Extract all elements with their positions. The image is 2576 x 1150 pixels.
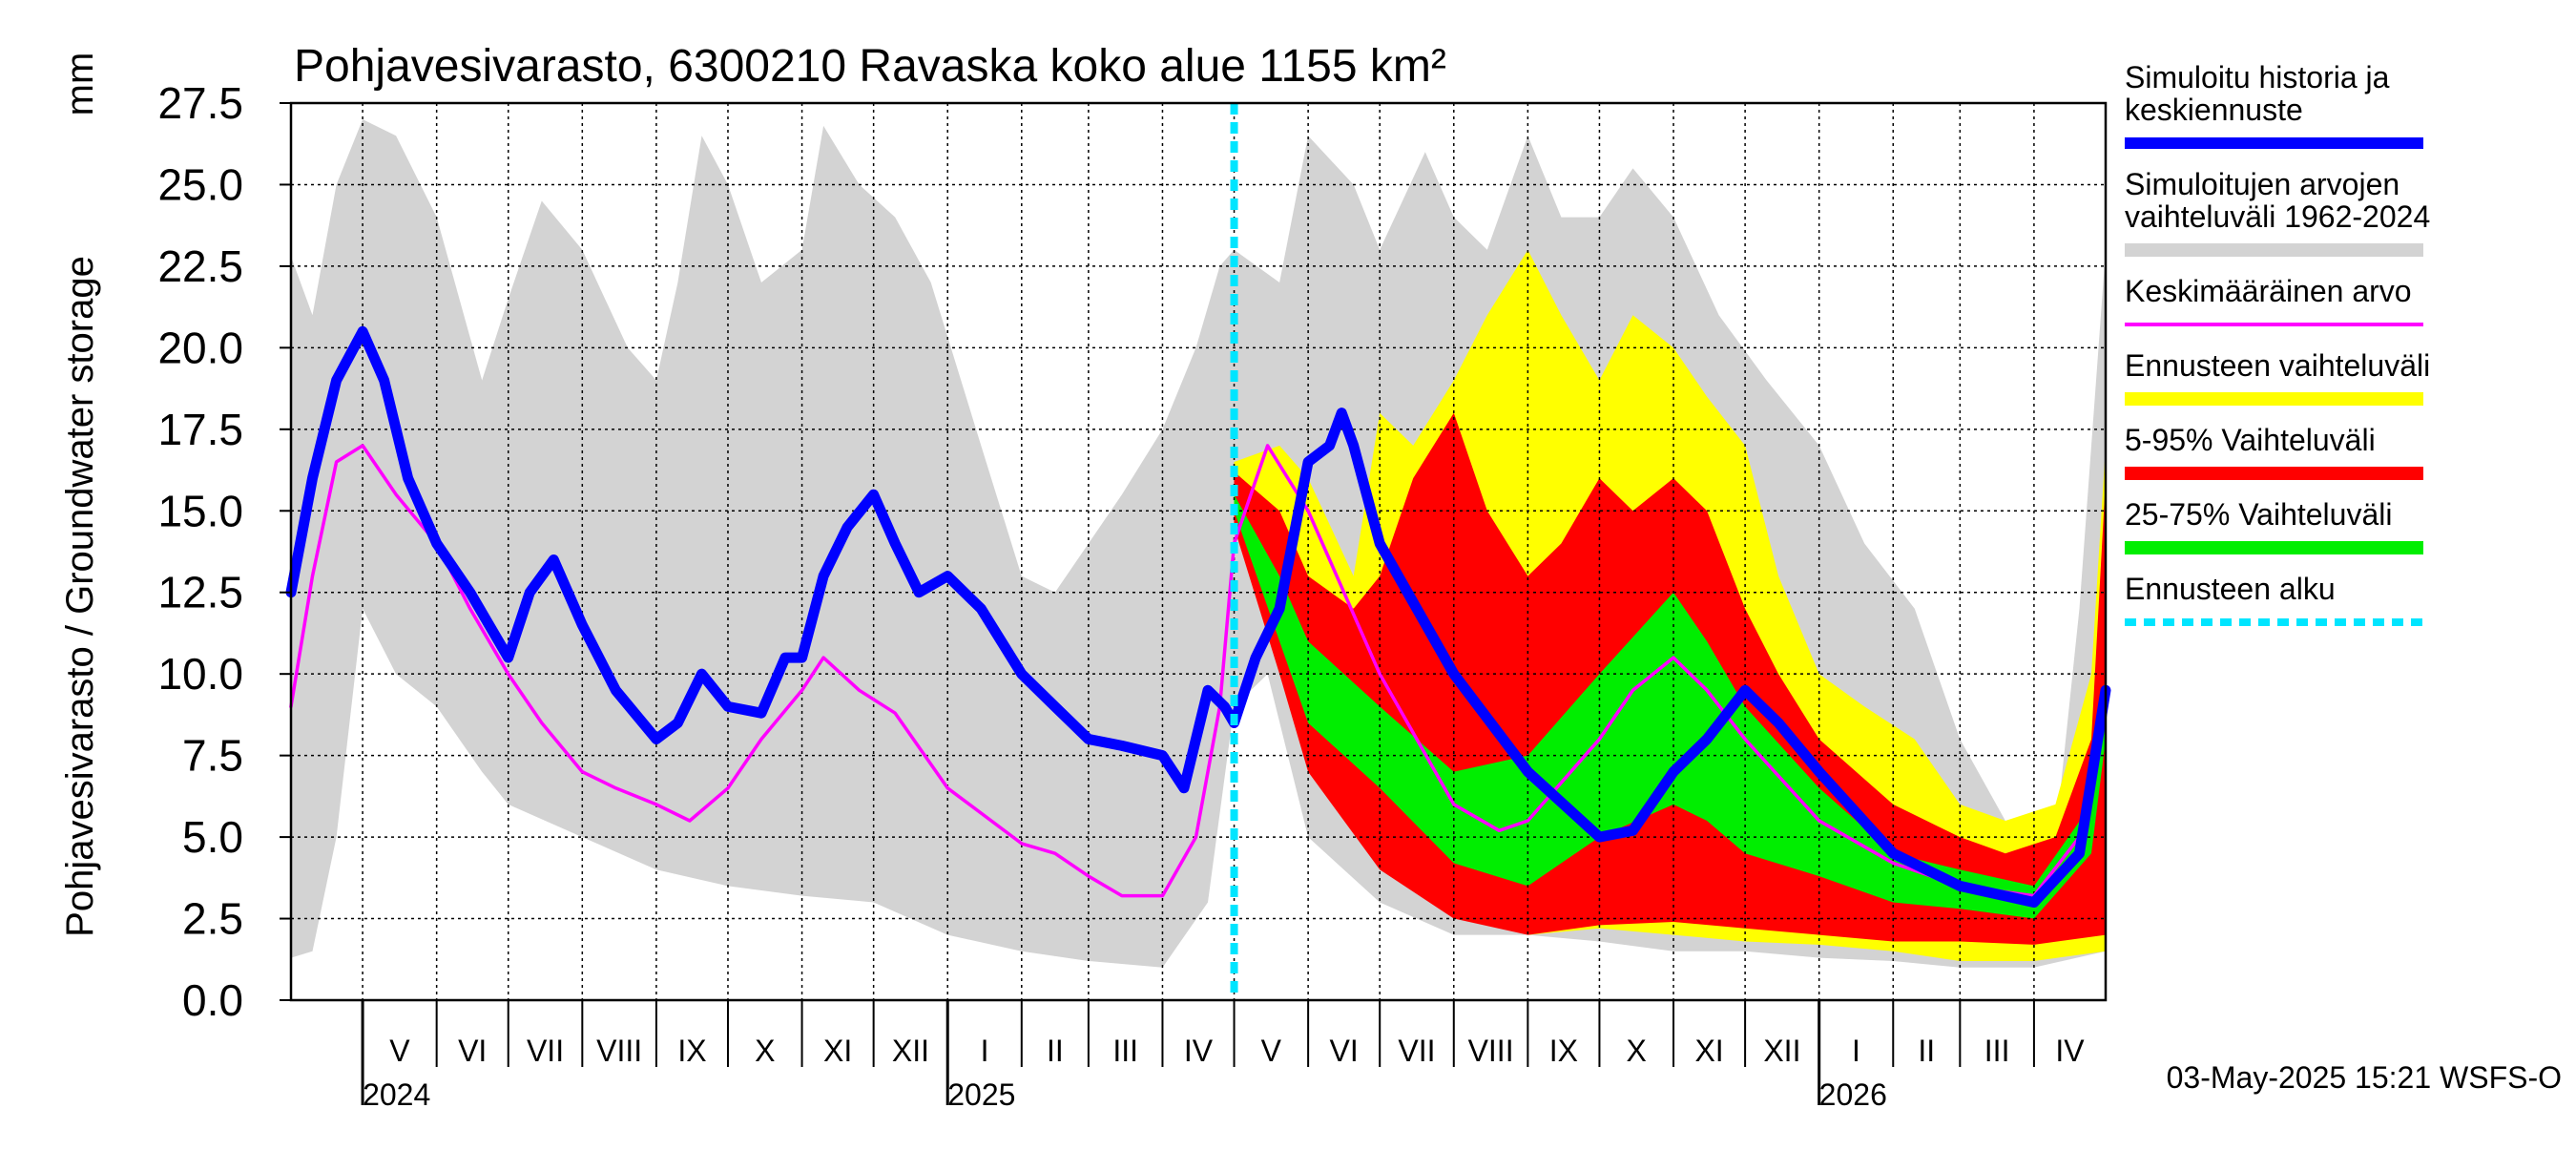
x-month-label: VII [1398,1034,1435,1068]
bands-layer [291,119,2106,968]
legend-label: 25-75% Vaihteluväli [2125,497,2392,532]
y-tick-label: 10.0 [157,649,243,699]
x-year-label: 2024 [363,1077,430,1112]
x-month-label: IV [2055,1034,2085,1068]
y-tick-label: 25.0 [157,159,243,209]
x-month-label: II [1918,1034,1935,1068]
x-month-label: VI [1330,1034,1359,1068]
line-keskim-r-inen-arvo [289,444,2108,898]
x-year-label: 2025 [947,1077,1015,1112]
y-tick-label: 20.0 [157,323,243,372]
y-tick-label: 5.0 [182,812,243,862]
legend-label: Ennusteen vaihteluväli [2125,348,2430,383]
lines-layer [285,103,2111,1000]
y-tick-label: 2.5 [182,894,243,944]
y-axis-label: Pohjavesivarasto / Groundwater storage [59,256,101,937]
plot-frame [289,101,2108,1002]
x-month-label: VII [527,1034,564,1068]
y-tick-label: 12.5 [157,568,243,617]
x-month-label: V [389,1034,410,1068]
x-month-label: X [755,1034,775,1068]
y-tick-label: 7.5 [182,731,243,781]
legend-label: keskiennuste [2125,93,2303,127]
footer-timestamp: 03-May-2025 15:21 WSFS-O [2167,1060,2562,1095]
y-tick-label: 0.0 [182,975,243,1025]
legend-label: 5-95% Vaihteluväli [2125,423,2376,457]
x-month-label: XI [1694,1034,1723,1068]
y-tick-label: 17.5 [157,405,243,454]
x-month-label: IV [1184,1034,1214,1068]
y-tick-label: 27.5 [157,78,243,128]
x-month-label: XII [1763,1034,1800,1068]
legend-label: Ennusteen alku [2125,572,2336,606]
x-month-label: XI [823,1034,852,1068]
x-month-label: IX [677,1034,706,1068]
x-month-label: VIII [596,1034,642,1068]
y-tick-label: 22.5 [157,241,243,291]
x-month-label: I [1852,1034,1860,1068]
axes-layer: 0.0 2.5 5.0 7.5 10.0 12.5 15.0 17.5 20.0 22.5 25.0… [157,78,2108,1112]
legend-label: Simuloitujen arvojen [2125,167,2399,201]
x-month-label: III [1984,1034,2010,1068]
x-month-label: X [1627,1034,1647,1068]
x-month-label: I [981,1034,989,1068]
x-month-label: III [1112,1034,1138,1068]
chart-title: Pohjavesivarasto, 6300210 Ravaska koko a… [294,41,1446,92]
legend-label: Keskimääräinen arvo [2125,274,2412,308]
band-25-75-vaihteluv-li [1234,494,2106,919]
x-month-label: VI [458,1034,487,1068]
line-simuloitu-historia-ja-keskiennuste [285,325,2111,908]
x-year-label: 2026 [1819,1077,1887,1112]
x-month-label: VIII [1468,1034,1514,1068]
x-month-label: II [1047,1034,1064,1068]
y-tick-label: 15.0 [157,486,243,535]
x-month-label: IX [1549,1034,1578,1068]
y-unit-label: mm [59,52,101,116]
x-month-label: XII [892,1034,929,1068]
legend-label: Simuloitu historia ja [2125,60,2390,94]
x-month-label: V [1261,1034,1282,1068]
legend-label: vaihteluväli 1962-2024 [2125,199,2430,234]
